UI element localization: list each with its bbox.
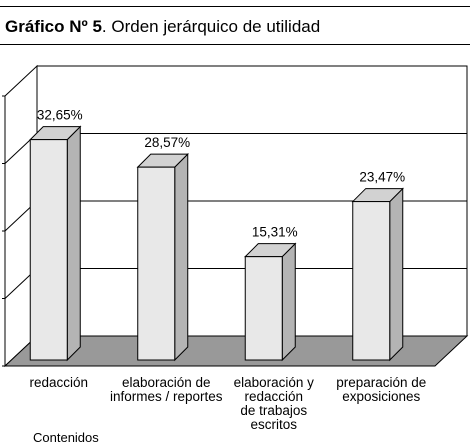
x-tick-label-line: elaboración de (121, 375, 211, 390)
bar-side (66, 125, 81, 362)
bar (29, 139, 68, 361)
chart-title: Gráfico Nº 5. Orden jerárquico de utilid… (5, 17, 320, 37)
x-tick-label-line: de trabajos (240, 403, 308, 418)
top-rule (0, 6, 470, 7)
bar (352, 201, 391, 361)
chart-title-text: . Orden jerárquico de utilidad (101, 17, 321, 36)
chart-title-number: Gráfico Nº 5 (5, 17, 102, 36)
x-tick-label: elaboración de informes / reportes (110, 376, 223, 404)
x-axis-label: Contenidos (33, 430, 99, 445)
x-tick-label-line: escritos (250, 417, 297, 432)
x-tick-label-line: exposiciones (342, 389, 421, 404)
x-tick-label-line: redacción (244, 389, 304, 404)
data-label: 32,65% (37, 108, 83, 123)
bar (244, 256, 283, 361)
x-tick-label: redacción (29, 376, 88, 390)
x-tick-label-line: elaboración y (233, 375, 314, 390)
x-tick-label-line: redacción (29, 375, 89, 390)
x-tick-label: preparación de exposiciones (336, 376, 426, 404)
data-label: 15,31% (252, 225, 298, 240)
bar-side (174, 152, 189, 362)
bar-side (281, 242, 296, 362)
title-rule (0, 44, 470, 45)
bar-side (389, 187, 404, 362)
x-tick-label-line: informes / reportes (109, 389, 223, 404)
bar (137, 166, 176, 361)
x-tick-label-line: preparación de (336, 375, 427, 390)
x-tick-label: elaboración y redacción de trabajos escrito… (234, 376, 314, 432)
data-label: 28,57% (144, 135, 190, 150)
data-label: 23,47% (359, 170, 405, 185)
